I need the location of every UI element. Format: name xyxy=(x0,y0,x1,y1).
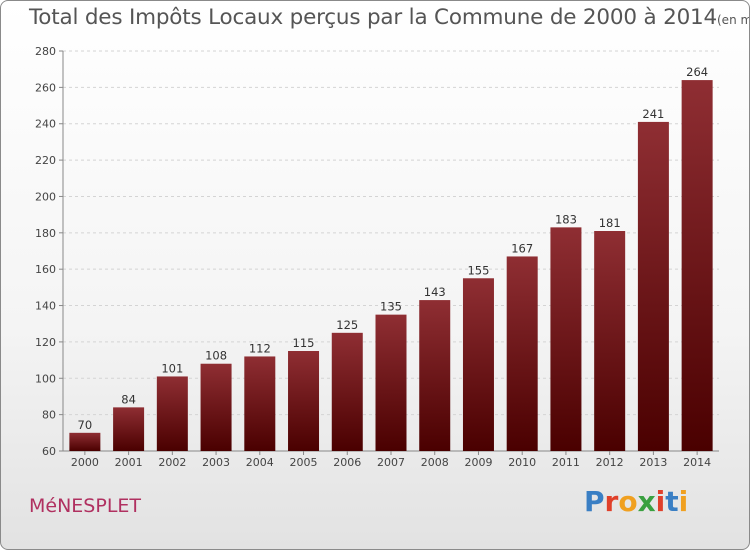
commune-name: MéNESPLET xyxy=(29,495,142,517)
y-tick-label: 220 xyxy=(35,154,56,167)
x-tick-label: 2012 xyxy=(596,456,624,469)
x-tick-label: 2010 xyxy=(508,456,536,469)
data-label: 241 xyxy=(642,107,664,121)
y-tick-label: 60 xyxy=(42,445,56,458)
data-label: 183 xyxy=(555,212,577,226)
chart-title-unit: (en milliers d'€) xyxy=(717,13,749,27)
data-label: 125 xyxy=(336,318,358,332)
bar xyxy=(594,231,626,451)
data-label: 112 xyxy=(249,341,271,355)
data-label: 155 xyxy=(467,263,489,277)
bar xyxy=(462,278,494,451)
y-tick-label: 180 xyxy=(35,227,56,240)
bar xyxy=(200,363,232,451)
logo-letter: o xyxy=(618,485,638,518)
x-tick-label: 2013 xyxy=(639,456,667,469)
bar xyxy=(156,376,188,451)
logo-letter: P xyxy=(584,485,605,518)
x-tick-label: 2003 xyxy=(202,456,230,469)
logo-letter: i xyxy=(678,485,689,518)
y-tick-label: 240 xyxy=(35,118,56,131)
x-tick-label: 2007 xyxy=(377,456,405,469)
bar xyxy=(375,314,407,451)
x-tick-label: 2011 xyxy=(552,456,580,469)
x-tick-label: 2001 xyxy=(115,456,143,469)
data-label: 264 xyxy=(686,65,708,79)
data-labels: 70 84 101 108 112 115 125 135 143 155 167 183 181 241… xyxy=(78,65,709,432)
bar xyxy=(331,332,363,451)
x-tick-label: 2000 xyxy=(71,456,99,469)
proxiti-logo: Proxiti xyxy=(584,485,688,518)
y-tick-label: 200 xyxy=(35,190,56,203)
data-label: 143 xyxy=(424,285,446,299)
data-label: 101 xyxy=(161,361,183,375)
bar xyxy=(419,300,451,451)
y-tick-label: 80 xyxy=(42,409,56,422)
bar xyxy=(681,80,713,451)
data-label: 84 xyxy=(121,392,136,406)
y-tick-label: 280 xyxy=(35,45,56,58)
bar xyxy=(506,256,538,451)
y-tick-label: 100 xyxy=(35,372,56,385)
y-tick-label: 120 xyxy=(35,336,56,349)
bar xyxy=(69,432,101,451)
x-tick-label: 2005 xyxy=(290,456,318,469)
bar xyxy=(288,351,320,451)
data-label: 181 xyxy=(599,216,621,230)
data-label: 115 xyxy=(293,336,315,350)
logo-letter: x xyxy=(637,485,656,518)
y-tick-label: 160 xyxy=(35,263,56,276)
chart-title: Total des Impôts Locaux perçus par la Co… xyxy=(29,5,749,30)
logo-letter: r xyxy=(604,485,619,518)
x-tick-label: 2014 xyxy=(683,456,711,469)
chart-title-text: Total des Impôts Locaux perçus par la Co… xyxy=(29,5,717,30)
x-tick-label: 2004 xyxy=(246,456,274,469)
data-label: 167 xyxy=(511,241,533,255)
y-tick-label: 140 xyxy=(35,300,56,313)
bar xyxy=(244,356,276,451)
bars xyxy=(69,80,713,451)
bar xyxy=(550,227,582,451)
logo-letter: t xyxy=(665,485,679,518)
bar xyxy=(113,407,145,451)
bar xyxy=(637,121,669,451)
data-label: 70 xyxy=(78,418,93,432)
logo-letter: i xyxy=(655,485,666,518)
x-tick-label: 2006 xyxy=(333,456,361,469)
y-tick-label: 260 xyxy=(35,81,56,94)
x-tick-label: 2008 xyxy=(421,456,449,469)
data-label: 135 xyxy=(380,300,402,314)
data-label: 108 xyxy=(205,349,227,363)
x-tick-label: 2009 xyxy=(464,456,492,469)
x-tick-label: 2002 xyxy=(158,456,186,469)
